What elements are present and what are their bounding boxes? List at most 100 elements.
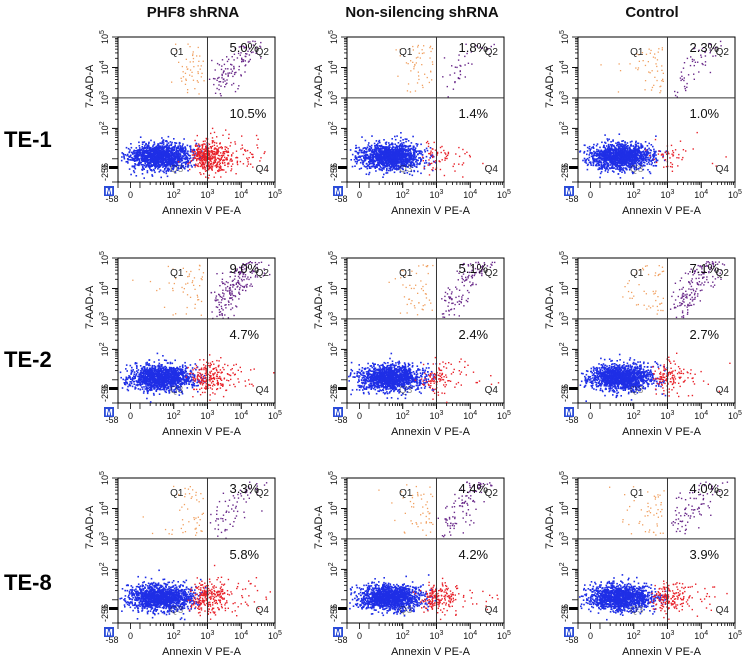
q2-percentage: 5.0% [229,40,259,55]
dot-early-apoptotic [194,140,195,141]
dot-late-apoptotic [243,61,244,62]
dot-live [180,156,182,158]
dot-live [162,150,164,152]
dot-early-apoptotic [199,159,200,160]
dot-live [187,145,189,147]
dot-live [416,145,418,147]
dot-live [146,149,148,151]
dot-live [152,161,154,163]
dot-early-apoptotic [227,148,228,149]
dot-late-apoptotic [220,93,221,94]
dot-early-apoptotic [198,151,199,152]
dot-necrotic [186,59,187,60]
dot-live [374,145,376,147]
dot-early-apoptotic [198,153,199,154]
dot-early-apoptotic [189,162,190,163]
dot-live [151,174,153,176]
dot-live [160,149,162,151]
dot-early-apoptotic [209,144,210,145]
dot-early-apoptotic [224,157,225,158]
dot-live [427,150,429,152]
dot-live [171,142,173,144]
dot-live [189,155,191,157]
dot-live [133,150,135,152]
dot-early-apoptotic [243,154,244,155]
dot-early-apoptotic [237,161,238,162]
dot-live [163,144,165,146]
dot-live [168,148,170,150]
dot-live [389,144,391,146]
dot-live [125,154,127,156]
x-tick-exponent: 4 [244,189,248,196]
dot-live [151,153,153,155]
dot-early-apoptotic [192,151,193,152]
dot-early-apoptotic [211,154,212,155]
dot-live [127,158,129,160]
dot-live [142,144,144,146]
dot-live [175,151,177,153]
dot-early-apoptotic [235,173,236,174]
dot-live [124,158,126,160]
dot-live [146,159,148,161]
dot-late-apoptotic [223,79,224,80]
x-tick-label: 0 [128,190,133,200]
dot-early-apoptotic [216,142,217,143]
dot-early-apoptotic [232,152,233,153]
dot-early-apoptotic [210,167,211,168]
dot-live [134,172,136,174]
dot-live [150,140,152,142]
dot-live [158,147,160,149]
dot-live [156,156,158,158]
dot-live [370,153,372,155]
dot-early-apoptotic [204,144,205,145]
dot-early-apoptotic [216,167,217,168]
dot-late-apoptotic [226,56,227,57]
dot-live [121,152,123,154]
dot-early-apoptotic [187,163,188,164]
dot-early-apoptotic [197,145,198,146]
dot-early-apoptotic [229,160,230,161]
dot-early-apoptotic [227,166,228,167]
dot-live [137,154,139,156]
dot-live [164,166,166,168]
dot-live [137,150,139,152]
dot-early-apoptotic [210,133,211,134]
dot-early-apoptotic [204,149,205,150]
dot-early-apoptotic [210,151,211,152]
dot-necrotic [199,55,200,56]
dot-late-apoptotic [231,64,232,65]
row-label-te-8: TE-8 [4,570,52,595]
dot-late-apoptotic [221,65,222,66]
dot-late-apoptotic [220,86,221,87]
dot-necrotic [201,76,202,77]
dot-live [150,147,152,149]
dot-live [359,168,361,170]
dot-live [173,150,175,152]
dot-live [152,156,154,158]
dot-live [164,158,166,160]
dot-live [177,147,179,149]
dot-live [146,158,148,160]
dot-live [420,161,422,163]
dot-live [148,145,150,147]
dot-late-apoptotic [213,84,214,85]
dot-live [183,155,185,157]
dot-live [182,148,184,150]
panel-te-1-1: Q1 Q2Q4Q35.0%10.5%-58 0 102 103 104 105-256010… [84,30,282,217]
dot-early-apoptotic [195,158,196,159]
dot-live [411,142,413,144]
dot-late-apoptotic [226,79,227,80]
dot-live [173,138,175,140]
dot-live [190,149,192,151]
dot-necrotic [198,61,199,62]
dot-live [175,152,177,154]
dot-late-apoptotic [221,74,222,75]
dot-live [151,165,153,167]
dot-live [174,144,176,146]
dot-late-apoptotic [214,78,215,79]
dot-necrotic [193,80,194,81]
dot-early-apoptotic [228,134,229,135]
dot-early-apoptotic [195,153,196,154]
dot-late-apoptotic [221,69,222,70]
dot-late-apoptotic [215,69,216,70]
